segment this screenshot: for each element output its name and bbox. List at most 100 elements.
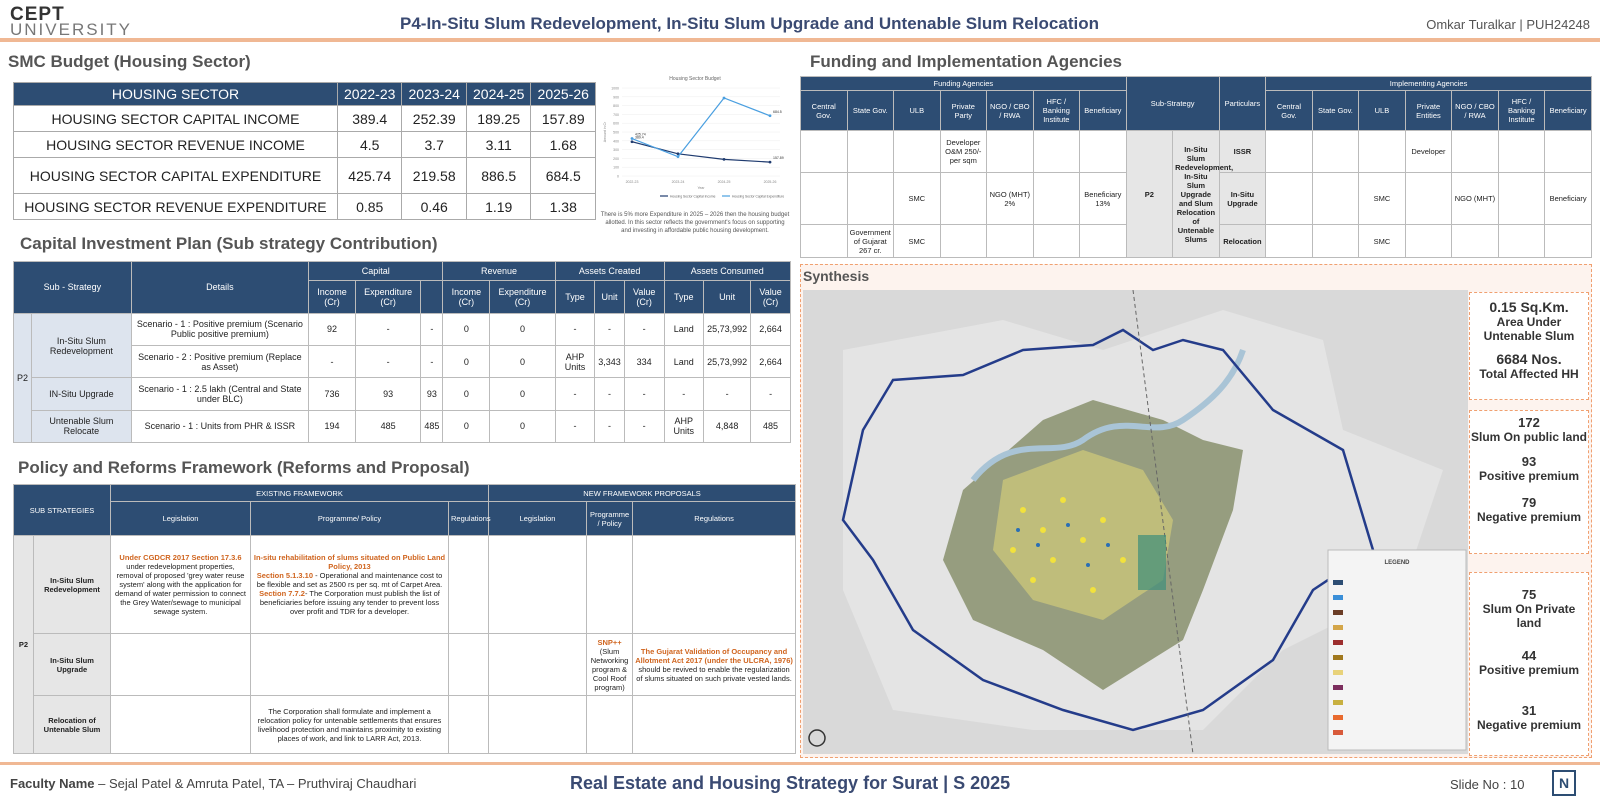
- chart-y-tick: 200: [613, 157, 619, 161]
- budget-cell: HOUSING SECTOR CAPITAL INCOME: [13, 105, 338, 132]
- cap-value: -: [623, 312, 665, 347]
- cap-row: Untenable Slum Relocate Scenario - 1 : Un…: [14, 409, 791, 444]
- policy-cell: [447, 633, 490, 696]
- budget-cell: HOUSING SECTOR CAPITAL EXPENDITURE: [13, 157, 338, 194]
- cap-value: -: [420, 312, 444, 347]
- chart-y-tick: 400: [613, 139, 619, 143]
- chart-x-label: Year: [697, 186, 705, 190]
- fund-cell: [800, 224, 848, 258]
- cap-head-details: Details: [130, 261, 310, 314]
- author: Omkar Turalkar | PUH24248: [1426, 17, 1590, 32]
- cap-subhead: Type: [663, 280, 705, 314]
- fund-cell: [1497, 172, 1546, 225]
- fund-cell: [1265, 172, 1313, 225]
- cap-value: 0: [442, 409, 491, 444]
- fund-cell: SMC: [893, 172, 941, 225]
- policy-p2: P2: [13, 535, 34, 754]
- budget-cell: 189.25: [465, 105, 532, 132]
- cap-subhead: Income (Cr): [442, 280, 491, 314]
- chart-x-tick: 2025-26: [764, 180, 777, 184]
- particular-upgrade: In-Situ Upgrade: [1218, 172, 1267, 225]
- stat-area-label: Area Under Untenable Slum: [1483, 315, 1575, 343]
- chart-title: Housing Sector Budget: [669, 76, 721, 82]
- fund-cell: [1358, 130, 1406, 173]
- stat-public-pos-label: Positive premium: [1478, 469, 1580, 483]
- budget-cell: 3.7: [401, 131, 467, 158]
- city-boundary: [841, 328, 1375, 732]
- budget-row: HOUSING SECTOR CAPITAL INCOME 389.4 252.39…: [13, 105, 596, 132]
- chart-x-tick: 2022-23: [626, 180, 639, 184]
- impl-agencies-head: Implementing Agencies: [1265, 76, 1592, 91]
- logo-bottom: UNIVERSITY: [10, 20, 133, 39]
- cap-value: -: [750, 377, 791, 411]
- map-legend-box: [1327, 549, 1467, 751]
- budget-cell: 157.89: [530, 105, 596, 132]
- cap-value: 2,664: [750, 345, 791, 379]
- budget-cell: 1.38: [530, 193, 596, 220]
- chart-y-tick: 1000: [611, 87, 619, 91]
- impl-col-head: HFC / Banking Institute: [1497, 90, 1546, 131]
- col-regulations: Regulations: [447, 501, 491, 536]
- fund-cell: [1311, 224, 1360, 258]
- particulars-head: Particulars: [1218, 76, 1267, 131]
- policy-row-name: In-Situ Slum Upgrade: [33, 633, 111, 696]
- chart-y-tick: 900: [613, 95, 619, 99]
- fund-cell: Beneficiary 13%: [1079, 172, 1127, 225]
- cap-value: 25,73,992: [703, 345, 752, 379]
- policy-highlight: Under CGDCR 2017 Section 17.3.6: [119, 553, 242, 562]
- funding-agencies-head: Funding Agencies: [800, 76, 1127, 91]
- policy-cell: [110, 695, 251, 754]
- fund-col-head: State Gov.: [846, 90, 895, 131]
- fund-cell: [1451, 130, 1499, 173]
- capital-plan-table: Sub - Strategy Details Capital Revenue Asset…: [12, 260, 792, 444]
- chart-point: [676, 155, 680, 159]
- chart-x-tick: 2024-25: [718, 180, 731, 184]
- fund-cell: [1404, 172, 1453, 225]
- policy-cell: [250, 633, 449, 696]
- cap-value: -: [354, 312, 422, 347]
- policy-cell: The Corporation shall formulate and impl…: [250, 695, 449, 754]
- col-legislation: Legislation: [110, 501, 251, 536]
- cap-strategy: Untenable Slum Relocate: [31, 409, 132, 444]
- fund-p2: P2: [1125, 130, 1174, 258]
- fund-cell: [800, 130, 848, 173]
- policy-row-name: Relocation of Untenable Slum: [33, 695, 111, 754]
- cap-subhead: Income (Cr): [308, 280, 356, 314]
- map-legend-swatches: [1333, 580, 1343, 735]
- chart-y-label: Amount in Cr: [603, 121, 607, 142]
- policy-text: - The Corporation must publish the list …: [259, 589, 440, 616]
- budget-row: HOUSING SECTOR REVENUE EXPENDITURE 0.85 0.…: [13, 193, 596, 220]
- policy-table: SUB STRATEGIES EXISTING FRAMEWORK NEW FR…: [13, 484, 797, 754]
- chart-point: [676, 152, 680, 156]
- particular-relocation: Relocation: [1218, 224, 1267, 258]
- budget-cell: 1.68: [530, 131, 596, 158]
- fund-col-head: Central Gov.: [800, 90, 848, 131]
- chart-y-tick: 600: [613, 122, 619, 126]
- stat-public-neg-label: Negative premium: [1476, 510, 1582, 524]
- policy-highlight: Section 7.7.2: [259, 589, 305, 598]
- cap-value: Land: [663, 345, 705, 379]
- map-rail-line: [1132, 290, 1194, 754]
- stat-box-public: 172 Slum On public land 93 Positive prem…: [1469, 410, 1589, 554]
- cap-value: -: [663, 377, 705, 411]
- chart-y-tick: 700: [613, 113, 619, 117]
- fund-cell: [1079, 224, 1127, 258]
- fund-cell: [1032, 172, 1081, 225]
- impl-col-head: State Gov.: [1311, 90, 1360, 131]
- fund-col-head: Beneficiary: [1079, 90, 1127, 131]
- cap-subhead: Value (Cr): [750, 280, 791, 314]
- policy-cell: [586, 535, 634, 634]
- fund-cell: Government of Gujarat 267 cr.: [846, 224, 895, 258]
- stat-hh-value: 6684 Nos.: [1496, 351, 1562, 367]
- cap-head-assets-consumed: Assets Consumed: [663, 260, 792, 282]
- budget-cell: 219.58: [401, 157, 467, 194]
- policy-text: under redevelopment properties, removal …: [115, 562, 246, 616]
- impl-col-head: NGO / CBO / RWA: [1451, 90, 1499, 131]
- cap-value: -: [554, 409, 596, 444]
- policy-highlight: SNP++: [597, 637, 622, 647]
- cap-value: 485: [750, 409, 791, 444]
- policy-cell: The Gujarat Validation of Occupancy and …: [632, 633, 797, 696]
- cap-subhead: Expenditure (Cr): [354, 280, 422, 314]
- chart-x-tick: 2023-24: [672, 180, 685, 184]
- cap-value: 92: [308, 312, 356, 347]
